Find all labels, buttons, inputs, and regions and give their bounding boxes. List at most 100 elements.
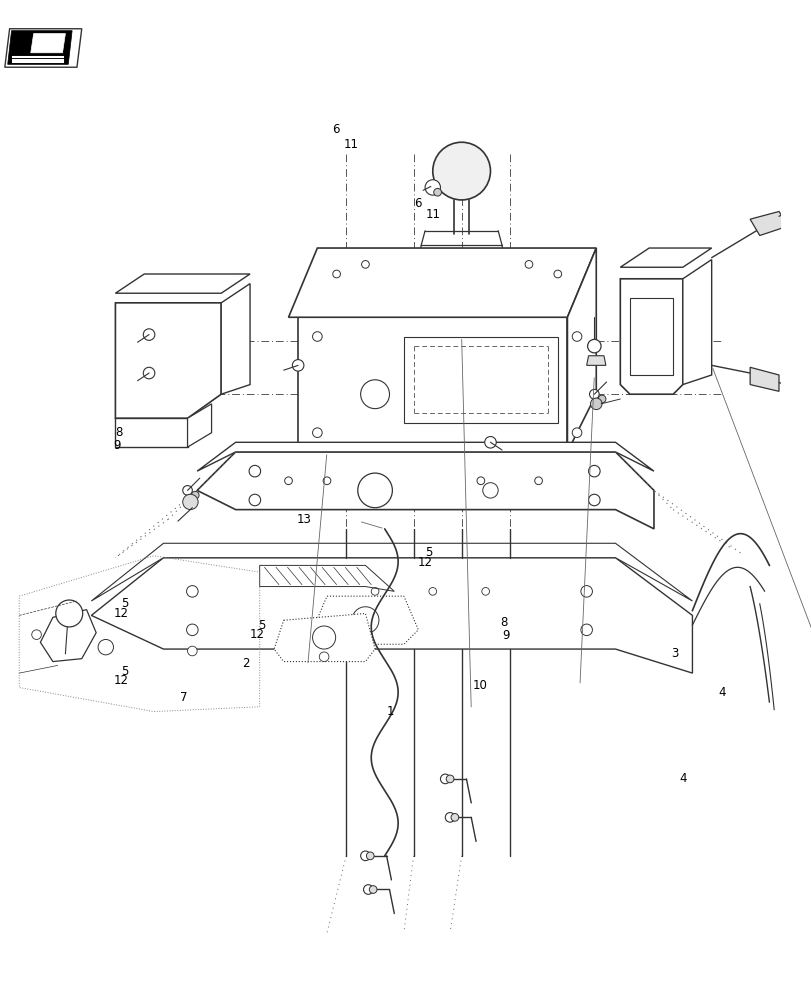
Polygon shape <box>403 337 557 423</box>
Polygon shape <box>312 596 418 644</box>
Text: 8: 8 <box>115 426 122 439</box>
Circle shape <box>182 486 192 495</box>
Circle shape <box>588 494 599 506</box>
Circle shape <box>371 588 379 595</box>
Circle shape <box>428 588 436 595</box>
Circle shape <box>56 600 83 627</box>
Circle shape <box>187 646 197 656</box>
Circle shape <box>323 477 330 485</box>
Circle shape <box>360 851 370 861</box>
Polygon shape <box>92 558 692 673</box>
Text: 11: 11 <box>343 138 358 151</box>
Circle shape <box>590 398 601 410</box>
Circle shape <box>369 886 376 893</box>
Text: 10: 10 <box>472 679 487 692</box>
Text: 8: 8 <box>500 616 507 629</box>
Circle shape <box>182 494 198 510</box>
Circle shape <box>249 494 260 506</box>
Text: 12: 12 <box>250 628 264 641</box>
Circle shape <box>805 387 811 396</box>
Circle shape <box>292 360 303 371</box>
Polygon shape <box>629 298 672 375</box>
Circle shape <box>525 261 532 268</box>
Circle shape <box>481 588 489 595</box>
Text: 6: 6 <box>332 123 339 136</box>
Polygon shape <box>197 452 653 529</box>
Circle shape <box>572 332 581 341</box>
Text: 13: 13 <box>296 513 311 526</box>
Circle shape <box>476 477 484 485</box>
Text: 11: 11 <box>425 208 440 221</box>
Text: 12: 12 <box>113 607 128 620</box>
Text: 5: 5 <box>257 619 264 632</box>
Circle shape <box>191 491 199 499</box>
Text: 5: 5 <box>425 546 432 559</box>
Text: 3: 3 <box>671 647 678 660</box>
Polygon shape <box>620 279 682 394</box>
Text: 1: 1 <box>386 705 393 718</box>
Text: 12: 12 <box>113 674 128 687</box>
Circle shape <box>351 607 379 634</box>
Circle shape <box>363 885 373 894</box>
Circle shape <box>285 477 292 485</box>
Polygon shape <box>749 211 787 236</box>
Circle shape <box>32 630 41 639</box>
Circle shape <box>483 483 498 498</box>
Circle shape <box>98 639 114 655</box>
Circle shape <box>589 389 599 399</box>
Circle shape <box>588 465 599 477</box>
Text: 7: 7 <box>179 691 187 704</box>
Polygon shape <box>567 248 595 452</box>
Circle shape <box>366 852 374 860</box>
Polygon shape <box>7 31 72 64</box>
Circle shape <box>572 428 581 437</box>
Circle shape <box>484 437 496 448</box>
Circle shape <box>553 270 561 278</box>
Polygon shape <box>92 543 692 601</box>
Circle shape <box>319 652 328 662</box>
Circle shape <box>333 270 340 278</box>
Circle shape <box>312 626 335 649</box>
Polygon shape <box>115 418 187 447</box>
Polygon shape <box>187 404 212 447</box>
Text: 9: 9 <box>113 439 121 452</box>
Circle shape <box>425 180 440 195</box>
Circle shape <box>440 774 449 784</box>
Text: 4: 4 <box>679 772 686 785</box>
Text: 9: 9 <box>501 629 509 642</box>
Polygon shape <box>749 367 778 391</box>
Polygon shape <box>41 610 96 662</box>
Circle shape <box>360 380 389 409</box>
Text: 4: 4 <box>718 686 725 699</box>
Circle shape <box>446 775 453 783</box>
Circle shape <box>580 586 592 597</box>
Circle shape <box>450 814 458 821</box>
Text: 5: 5 <box>121 665 128 678</box>
Circle shape <box>361 261 369 268</box>
Circle shape <box>587 339 600 353</box>
Circle shape <box>444 813 454 822</box>
Circle shape <box>249 465 260 477</box>
Circle shape <box>580 624 592 636</box>
Text: 6: 6 <box>414 197 421 210</box>
Circle shape <box>187 586 198 597</box>
Circle shape <box>433 188 441 196</box>
Polygon shape <box>298 317 567 452</box>
Circle shape <box>312 332 322 341</box>
Polygon shape <box>586 356 605 365</box>
Polygon shape <box>115 274 250 293</box>
Circle shape <box>796 200 805 210</box>
Polygon shape <box>31 34 66 53</box>
Text: 5: 5 <box>121 597 128 610</box>
Polygon shape <box>288 248 595 317</box>
Polygon shape <box>682 260 710 385</box>
Circle shape <box>432 142 490 200</box>
Polygon shape <box>5 29 82 67</box>
Circle shape <box>143 329 155 340</box>
Text: 2: 2 <box>242 657 249 670</box>
Polygon shape <box>221 284 250 394</box>
Circle shape <box>187 624 198 636</box>
Polygon shape <box>197 442 653 471</box>
Circle shape <box>312 428 322 437</box>
Text: 12: 12 <box>418 556 432 569</box>
